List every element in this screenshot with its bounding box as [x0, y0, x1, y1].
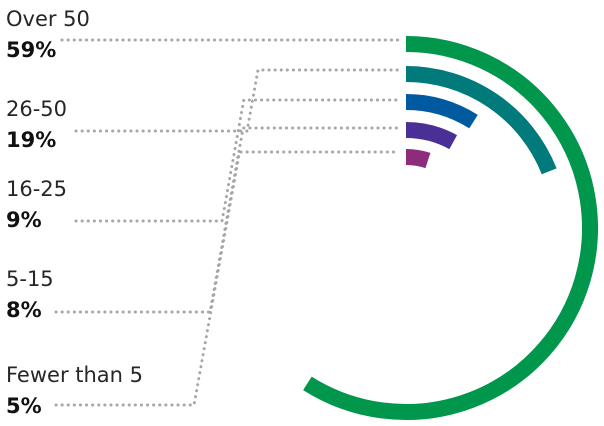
- leader-line-16-25: [74, 98, 400, 223]
- category-label-26-50: 26-50: [6, 97, 67, 121]
- bar-over-50: [303, 36, 598, 420]
- category-label-16-25: 16-25: [6, 177, 67, 201]
- category-label-5-15: 5-15: [6, 267, 54, 291]
- leader-lines: [54, 38, 400, 407]
- value-label-16-25: 9%: [6, 208, 42, 232]
- bar-5-15: [405, 122, 458, 150]
- category-labels: Over 50 59% 26-50 19% 16-25 9% 5-15 8% Fewer tha…: [6, 7, 143, 418]
- leader-line-26-50: [74, 68, 400, 133]
- category-label-over-50: Over 50: [6, 7, 90, 31]
- bar-16-25: [405, 94, 478, 129]
- category-label-fewer-than-5: Fewer than 5: [6, 363, 143, 387]
- bar-fewer-than-5: [405, 148, 431, 169]
- value-label-5-15: 8%: [6, 298, 42, 322]
- value-label-26-50: 19%: [6, 128, 56, 152]
- value-label-over-50: 59%: [6, 38, 56, 62]
- value-label-fewer-than-5: 5%: [6, 394, 42, 418]
- radial-bars: [303, 36, 598, 420]
- bar-26-50: [405, 66, 557, 175]
